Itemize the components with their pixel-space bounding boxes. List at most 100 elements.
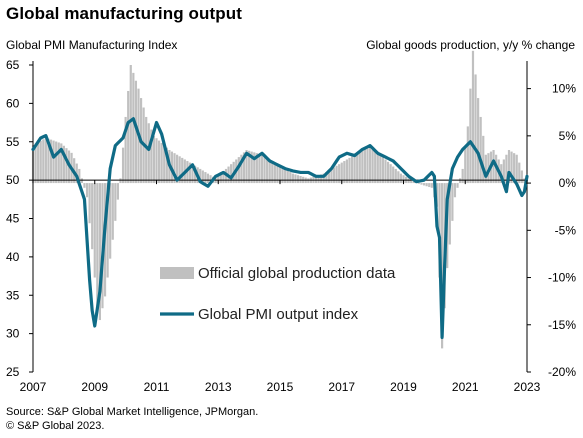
production-bar [60,143,63,184]
production-bar [518,162,521,184]
production-bar [284,168,287,184]
legend-label-bars: Official global production data [198,265,396,282]
production-bar [263,156,266,184]
production-bar [417,183,421,184]
left-axis-title: Global PMI Manufacturing Index [6,38,178,52]
production-bar [78,168,81,184]
left-tick-label: 30 [6,327,20,341]
production-bar [330,168,333,184]
production-bar [281,167,284,184]
production-bar [314,175,318,184]
production-bar [57,142,60,184]
production-bar [80,178,83,184]
production-bar [379,154,382,184]
production-bar [425,183,428,187]
production-bar [150,129,153,184]
production-bar [523,178,526,184]
production-bar [157,140,161,184]
chart-title: Global manufacturing output [6,4,242,23]
production-bar [209,175,212,184]
production-bar [510,151,513,184]
production-bar [201,170,204,184]
right-tick-label: 10% [552,82,576,96]
right-tick-label: -5% [555,223,577,237]
left-tick-label: 60 [6,96,20,110]
production-bar [214,178,217,184]
production-bar [109,183,112,259]
production-bar [258,153,261,184]
production-bar [430,183,433,188]
production-bar [507,150,511,184]
production-bar [111,183,114,240]
production-bar [343,161,346,184]
production-bar [345,159,348,184]
production-bar [435,183,439,207]
production-bar [37,142,40,184]
production-bar [65,148,68,184]
production-bar [438,183,441,278]
x-tick-label: 2013 [205,380,232,394]
production-bar [34,143,37,184]
x-tick-label: 2009 [81,380,108,394]
production-bar [204,172,207,184]
production-bar [62,145,65,184]
left-tick-label: 35 [6,288,20,302]
production-bar [371,147,374,184]
production-bar [358,151,361,184]
production-bar [173,153,176,184]
production-bar [253,152,256,184]
production-bar [422,183,426,186]
production-bar [392,166,395,184]
production-bar [147,123,150,184]
production-bar [332,167,336,184]
production-bar [320,174,323,184]
legend-swatch-bars [160,267,194,279]
production-bar [266,157,269,184]
production-bar [222,171,225,184]
production-bar [75,163,78,184]
production-bar [163,145,166,184]
x-tick-label: 2007 [20,380,47,394]
production-bar [132,72,135,184]
production-bar [217,175,220,184]
production-bar [52,140,55,184]
production-bar [441,183,444,349]
x-tick-label: 2017 [328,380,355,394]
production-bar [145,116,148,184]
production-bar [88,183,91,224]
production-bar [317,175,320,184]
production-bar [353,154,356,184]
left-tick-label: 55 [6,135,20,149]
production-bar [85,183,89,198]
production-bar [273,162,276,184]
production-bar [505,154,508,184]
x-tick-label: 2019 [390,380,417,394]
pmi-output-line [31,117,529,340]
production-bar [428,183,431,188]
production-bar [502,159,505,184]
production-bar [93,183,96,278]
production-bar [340,162,343,184]
production-bar [296,175,300,184]
left-tick-label: 45 [6,212,20,226]
production-bar [191,164,194,184]
production-bar [127,90,130,184]
production-bar [124,116,127,184]
production-bar [278,165,282,184]
production-bar [474,74,477,184]
source-line-2: © S&P Global 2023. [6,420,105,432]
production-bar [453,183,457,198]
production-bar [116,183,119,200]
production-bar [49,139,53,184]
right-tick-label: 0% [559,176,577,190]
production-bar [299,175,302,184]
production-bar [384,159,387,184]
left-tick-label: 25 [6,365,20,379]
right-tick-label: -15% [548,318,576,332]
production-bar [461,168,464,184]
ticks-layer: 25 30 35 40 45 50 55 60 65 -20% -15% -10% -5% 0% 5% 10%… [6,58,576,394]
x-tick-label: 2011 [144,380,170,394]
production-bar [181,157,184,184]
production-bar [366,146,369,184]
right-axis-title: Global goods production, y/y % change [366,38,575,52]
